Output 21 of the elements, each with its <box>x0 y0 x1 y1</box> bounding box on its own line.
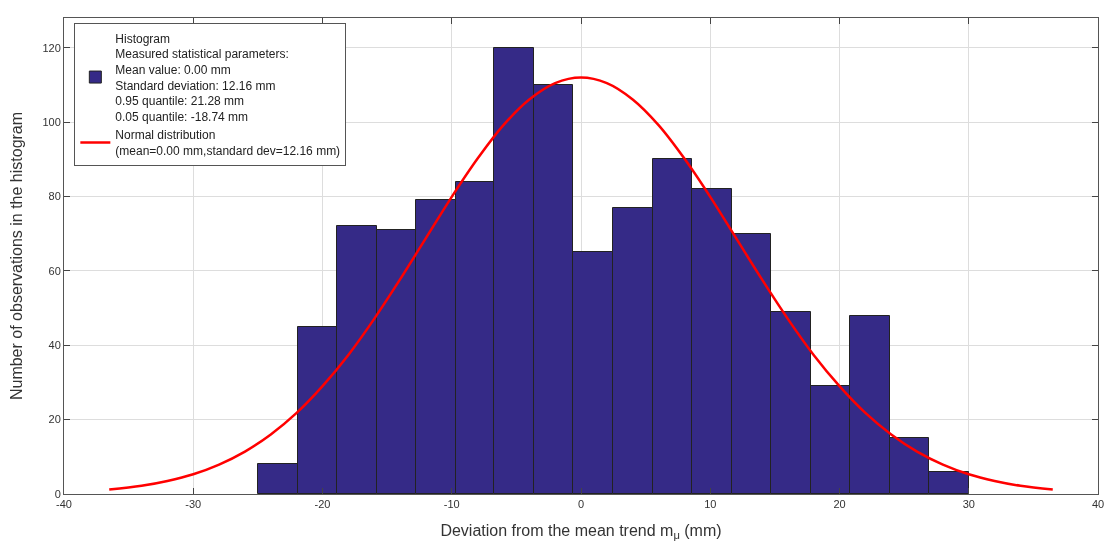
y-tick-label: 20 <box>48 413 61 426</box>
legend-label: Histogram Measured statistical parameters: Mean value: 0.00 mm Standard deviation: 12.16 mm 0.95 quantile: 21.28 mm 0.05 quantile: -18.74 mm <box>115 31 289 124</box>
y-tick-label: 120 <box>42 41 61 54</box>
x-tick-label: -30 <box>185 498 202 511</box>
x-tick-label: 30 <box>962 498 975 511</box>
x-tick-label: -10 <box>443 498 460 511</box>
x-axis-title: Deviation from the mean trend m$_{μ}$ (mm) <box>440 521 722 542</box>
x-tick-label: 40 <box>1091 498 1105 511</box>
x-tick-label: 20 <box>833 498 846 511</box>
y-tick-label: 60 <box>48 264 61 277</box>
x-tick-label: 10 <box>704 498 717 511</box>
x-tick-label: 0 <box>577 498 585 511</box>
y-tick-label: 100 <box>42 115 61 128</box>
line-series <box>107 76 1055 491</box>
x-tick-label: -40 <box>56 498 72 511</box>
x-tick-label: -20 <box>314 498 331 511</box>
legend-label: Normal distribution (mean=0.00 mm,standard dev=12.16 mm) <box>115 128 341 158</box>
y-axis-title: Number of observations in the histogram <box>8 111 26 401</box>
y-tick-label: 40 <box>48 339 61 352</box>
y-tick-label: 80 <box>48 190 61 203</box>
y-tick-label: 0 <box>54 487 61 500</box>
